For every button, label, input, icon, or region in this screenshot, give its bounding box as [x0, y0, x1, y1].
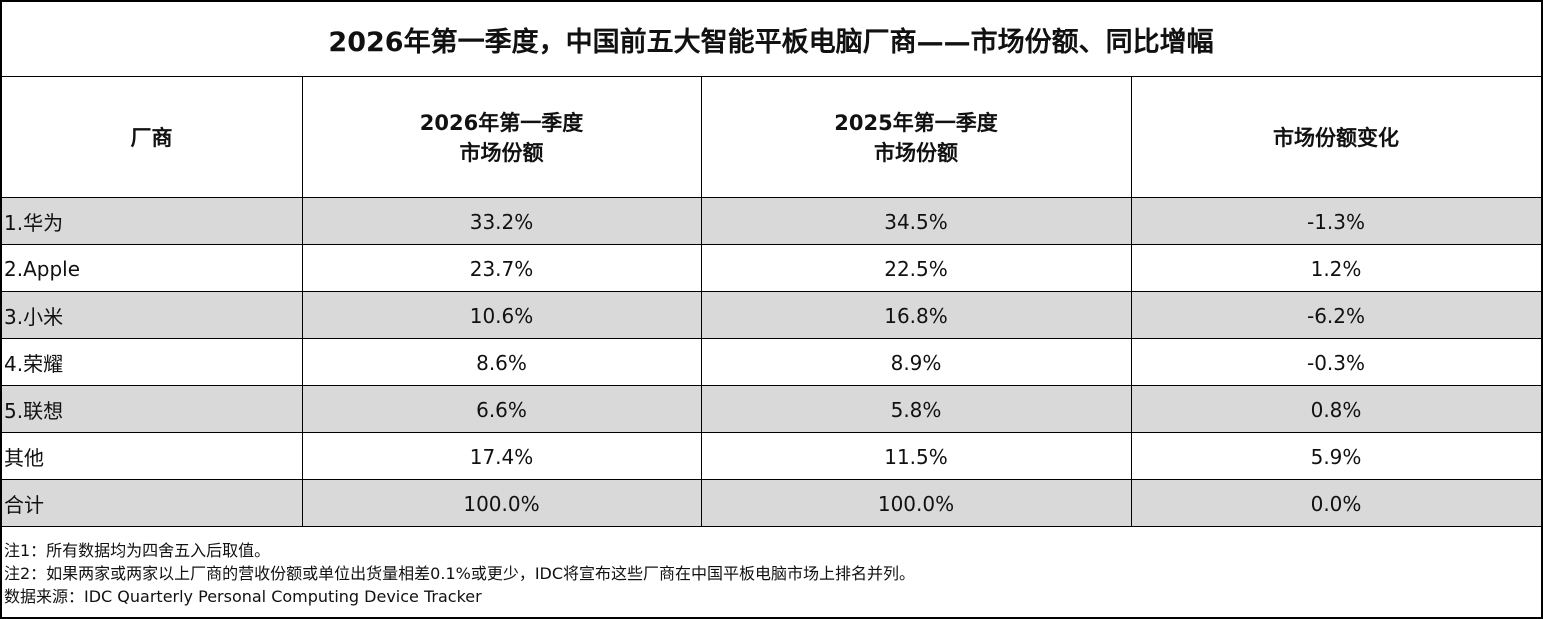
table-title: 2026年第一季度，中国前五大智能平板电脑厂商——市场份额、同比增幅: [328, 26, 1214, 58]
row-line: [0, 526, 1543, 527]
row-line: [0, 76, 1543, 77]
note: 数据来源：IDC Quarterly Personal Computing De…: [4, 587, 482, 606]
row-line: [0, 244, 1543, 245]
col-line: [701, 77, 702, 527]
col-line: [302, 77, 303, 527]
value-cell: 33.2%: [302, 198, 701, 245]
border: [0, 617, 1543, 619]
value-cell: 6.6%: [302, 386, 701, 433]
row-line: [0, 385, 1543, 386]
header-line: 2026年第一季度: [419, 110, 584, 135]
header-line: 市场份额: [874, 140, 958, 165]
row-line: [0, 338, 1543, 339]
column-header: 市场份额变化: [1131, 77, 1541, 198]
note: 注2：如果两家或两家以上厂商的营收份额或单位出货量相差0.1%或更少，IDC将宣…: [4, 564, 916, 583]
value-cell: 100.0%: [302, 480, 701, 527]
col-line: [1131, 77, 1132, 527]
value-cell: 0.8%: [1131, 386, 1541, 433]
header-line: 2025年第一季度: [834, 110, 998, 135]
column-header: 2026年第一季度 市场份额: [302, 77, 701, 198]
value-cell: 8.9%: [890, 350, 942, 375]
vendor-cell: 合计: [1, 480, 302, 527]
value-cell: 1.2%: [1310, 256, 1362, 281]
column-header: 厂商: [1, 77, 302, 198]
column-header: 2025年第一季度 市场份额: [701, 77, 1131, 198]
vendor-cell: 其他: [4, 446, 44, 470]
value-cell: -1.3%: [1131, 198, 1541, 245]
border: [0, 0, 2, 619]
value-cell: 0.0%: [1131, 480, 1541, 527]
vendor-cell: 2.Apple: [4, 256, 81, 281]
row-line: [0, 479, 1543, 480]
header-line: 市场份额变化: [1273, 125, 1399, 150]
value-cell: 10.6%: [302, 292, 701, 339]
value-cell: 34.5%: [701, 198, 1131, 245]
value-cell: -0.3%: [1306, 350, 1366, 375]
border: [1541, 0, 1543, 619]
row-line: [0, 432, 1543, 433]
row-line: [0, 197, 1543, 198]
value-cell: 11.5%: [884, 444, 948, 469]
vendor-cell: 5.联想: [1, 386, 302, 433]
value-cell: 8.6%: [476, 350, 527, 375]
value-cell: 5.9%: [1310, 444, 1362, 469]
value-cell: 22.5%: [884, 256, 948, 281]
row-line: [0, 291, 1543, 292]
value-cell: -6.2%: [1131, 292, 1541, 339]
value-cell: 5.8%: [701, 386, 1131, 433]
header-line: 市场份额: [459, 140, 544, 165]
vendor-cell: 4.荣耀: [4, 352, 64, 376]
vendor-cell: 1.华为: [1, 198, 302, 245]
value-cell: 17.4%: [469, 444, 534, 469]
header-line: 厂商: [130, 125, 173, 150]
note: 注1：所有数据均为四舍五入后取值。: [4, 541, 271, 560]
value-cell: 23.7%: [469, 256, 534, 281]
value-cell: 100.0%: [701, 480, 1131, 527]
border: [0, 0, 1543, 2]
vendor-cell: 3.小米: [1, 292, 302, 339]
value-cell: 16.8%: [701, 292, 1131, 339]
